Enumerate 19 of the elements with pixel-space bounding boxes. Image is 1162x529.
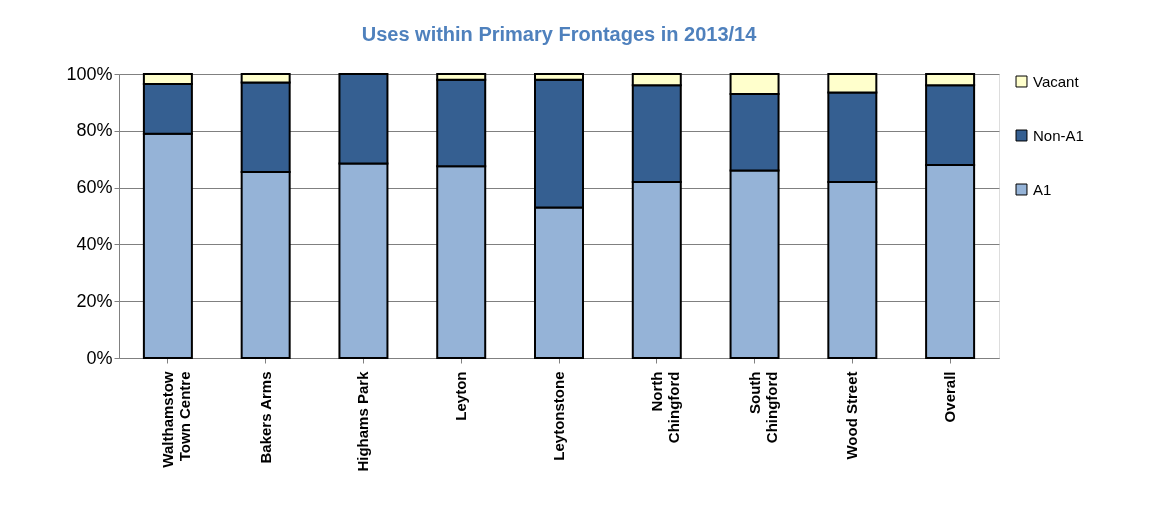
x-tick-label: Walthamstow Town Centre	[158, 371, 193, 468]
y-tick-label: 0%	[86, 347, 113, 368]
y-tick-label: 60%	[76, 177, 113, 198]
legend-label: Vacant	[1033, 72, 1080, 90]
y-tick-label: 40%	[76, 233, 113, 254]
x-tick-label: Leytonstone	[550, 371, 567, 461]
y-tick-label: 80%	[76, 120, 113, 141]
x-tick-label: Wood Street	[843, 371, 861, 460]
x-tick-label: Highams Park	[354, 370, 372, 472]
x-tick-label: South Chingford	[745, 371, 780, 444]
y-tick-label: 100%	[66, 63, 113, 84]
x-tick-label: Bakers Arms	[256, 371, 274, 464]
legend-label: Non-A1	[1033, 126, 1084, 144]
chart-title: Uses within Primary Frontages in 2013/14	[361, 23, 758, 45]
x-tick-label: North Chingford	[647, 371, 682, 444]
x-tick-label: Overall	[941, 371, 959, 423]
x-tick-label: Leyton	[452, 371, 470, 421]
y-tick-label: 20%	[76, 290, 113, 311]
legend-label: A1	[1033, 180, 1052, 198]
